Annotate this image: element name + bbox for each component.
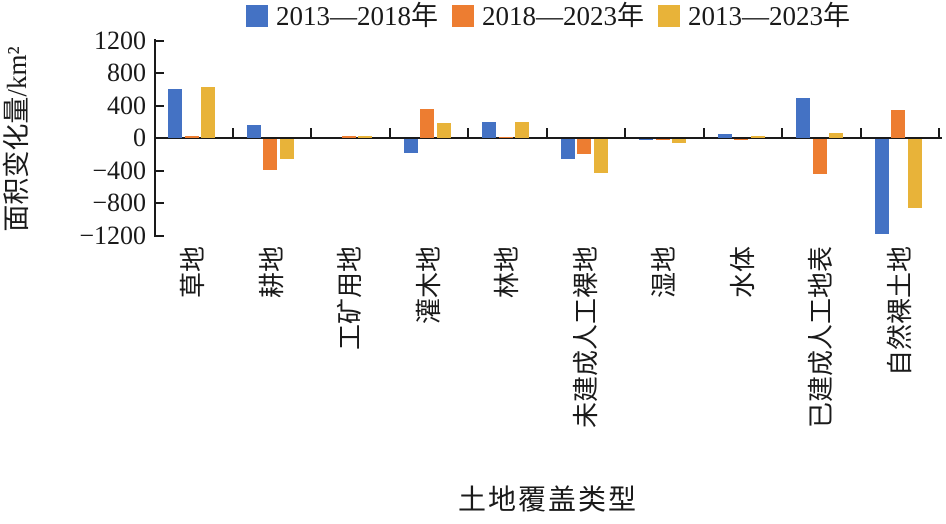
- category-label: 水体: [729, 246, 758, 299]
- bar-2018—2023年-湿地: [656, 139, 670, 140]
- y-tick-label: −1200: [79, 220, 146, 250]
- y-axis-tick: [154, 104, 164, 107]
- legend-swatch-icon: [658, 5, 680, 27]
- category-label: 湿地: [650, 246, 679, 299]
- bar-2018—2023年-已建成人工地表: [813, 139, 827, 174]
- bar-2018—2023年-草地: [185, 136, 199, 138]
- bar-2013—2018年-自然裸土地: [875, 139, 889, 234]
- y-axis-tick: [154, 169, 164, 172]
- bar-2013—2023年-耕地: [280, 139, 294, 159]
- legend-item: 2013—2018年: [246, 2, 438, 30]
- bar-2013—2018年-林地: [482, 122, 496, 138]
- y-tick-label: 0: [133, 123, 146, 152]
- y-axis-tick: [154, 234, 164, 237]
- category-label: 灌木地: [415, 246, 444, 325]
- y-tick-label: −400: [92, 155, 146, 185]
- y-axis-title: 面积变化量/km²: [2, 46, 32, 232]
- bar-2013—2023年-自然裸土地: [908, 139, 922, 208]
- y-tick-label: −800: [92, 188, 146, 217]
- x-axis-line: [154, 137, 942, 139]
- x-axis-tick: [231, 128, 234, 138]
- bar-2013—2023年-水体: [751, 136, 765, 138]
- legend-swatch-icon: [452, 5, 474, 27]
- legend-item: 2013—2023年: [658, 2, 850, 30]
- chart-legend: 2013—2018年 2018—2023年 2013—2023年: [155, 2, 941, 30]
- x-axis-tick: [467, 128, 469, 138]
- bar-2013—2018年-草地: [168, 89, 182, 138]
- category-label: 已建成人工地表: [807, 246, 836, 429]
- category-label: 林地: [493, 246, 522, 299]
- y-axis-tick: [154, 39, 164, 42]
- bar-2013—2018年-已建成人工地表: [796, 98, 810, 138]
- y-axis-tick: [154, 72, 164, 74]
- category-label: 未建成人工裸地: [572, 246, 601, 429]
- bar-2013—2023年-草地: [201, 87, 215, 138]
- legend-label: 2018—2023年: [482, 1, 644, 31]
- bar-2013—2018年-水体: [718, 134, 732, 138]
- bar-2013—2018年-未建成人工裸地: [561, 139, 575, 159]
- x-axis-tick: [702, 128, 705, 138]
- bar-2018—2023年-工矿用地: [342, 136, 356, 138]
- y-axis-tick: [154, 202, 164, 204]
- bar-2018—2023年-水体: [734, 139, 748, 140]
- bar-2013—2018年-灌木地: [404, 139, 418, 153]
- bar-2013—2023年-未建成人工裸地: [594, 139, 608, 173]
- legend-swatch-icon: [246, 5, 268, 27]
- y-tick-label: 400: [107, 90, 146, 120]
- x-axis-tick: [545, 128, 548, 138]
- bar-2018—2023年-自然裸土地: [891, 110, 905, 138]
- x-axis-tick: [624, 128, 626, 138]
- bar-2013—2023年-林地: [515, 122, 529, 138]
- category-label: 草地: [179, 246, 208, 299]
- bar-2018—2023年-耕地: [263, 139, 277, 170]
- bar-2013—2023年-工矿用地: [358, 136, 372, 138]
- x-axis-tick: [781, 128, 783, 138]
- legend-label: 2013—2023年: [688, 1, 850, 31]
- legend-label: 2013—2018年: [276, 1, 438, 31]
- x-axis-tick: [938, 128, 940, 138]
- bar-2018—2023年-灌木地: [420, 109, 434, 138]
- bar-2013—2023年-灌木地: [437, 123, 451, 138]
- x-axis-title: 土地覆盖类型: [457, 485, 638, 516]
- bar-2013—2023年-已建成人工地表: [829, 133, 843, 138]
- y-tick-label: 800: [107, 58, 146, 87]
- x-axis-tick: [388, 128, 391, 138]
- category-label: 耕地: [258, 246, 287, 299]
- y-axis-tick: [154, 137, 164, 139]
- bar-2013—2018年-耕地: [247, 125, 261, 138]
- category-label: 自然裸土地: [886, 246, 915, 377]
- category-label: 工矿用地: [336, 246, 365, 351]
- bar-2013—2023年-湿地: [672, 139, 686, 143]
- x-axis-tick: [310, 128, 312, 138]
- x-axis-tick: [859, 128, 862, 138]
- bar-2018—2023年-林地: [499, 137, 513, 138]
- bar-2013—2018年-湿地: [639, 139, 653, 140]
- legend-item: 2018—2023年: [452, 2, 644, 30]
- bar-2018—2023年-未建成人工裸地: [577, 139, 591, 154]
- y-tick-label: 1200: [94, 25, 146, 55]
